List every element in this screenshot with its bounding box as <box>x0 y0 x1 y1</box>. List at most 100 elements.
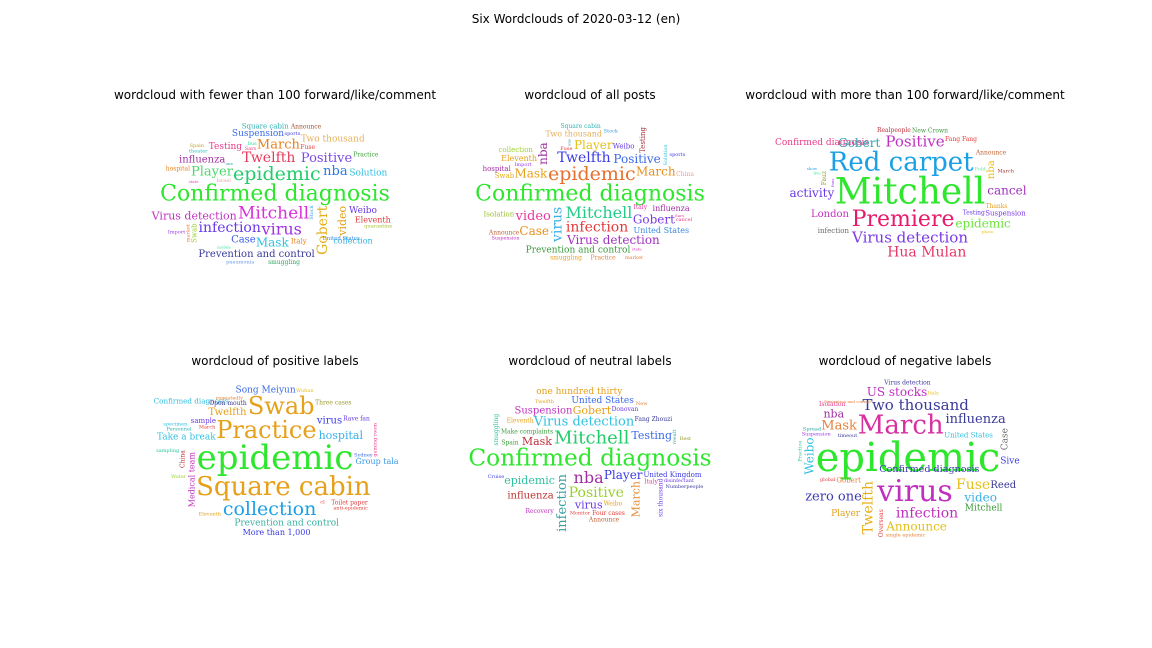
wordcloud-word: one hundred thirty <box>536 387 623 397</box>
wordcloud-word: Italy <box>633 204 647 211</box>
wordcloud-word: Wuhan <box>296 388 314 394</box>
wordcloud-word: London <box>811 209 850 220</box>
wordcloud-word: Isolation <box>819 401 846 408</box>
wordcloud-word: Spain <box>501 439 518 446</box>
wordcloud-word: Player <box>604 468 643 482</box>
wordcloud-word: Virus detection <box>566 233 660 247</box>
wordcloud-word: Case <box>1001 428 1011 450</box>
wordcloud-word: virus <box>261 220 302 239</box>
wordcloud-word: Reed <box>990 480 1016 491</box>
wordcloud-word: Water <box>171 474 187 480</box>
wordcloud-word: China <box>676 171 694 178</box>
wordcloud-word: disinfectant <box>664 478 694 484</box>
wordcloud-word: Eleventh <box>199 512 222 518</box>
wordcloud-word: collection <box>498 146 533 154</box>
wordcloud-word: Hua Mulan <box>887 245 966 261</box>
wordcloud-word: collection <box>333 236 372 245</box>
wordcloud-word: Mitchell <box>965 504 1003 514</box>
wordcloud-panel-neutral: wordcloud of neutral labels Confirmed di… <box>468 354 711 532</box>
wordcloud-word: More than 1,000 <box>243 528 311 537</box>
wordcloud-word: Italy <box>644 478 658 485</box>
wordcloud-word: Confirmed diagnosis <box>775 138 869 148</box>
wordcloud-word: Sars <box>245 146 257 152</box>
wordcloud-word: Sive <box>1000 457 1019 467</box>
wordcloud-word: Solution <box>663 144 669 166</box>
wordcloud-word: Virus detection <box>533 415 635 430</box>
wordcloud-word: United Kingdom <box>643 471 701 479</box>
wordcloud-word: Virus detection <box>851 228 968 246</box>
wordcloud-word: infection <box>896 506 958 522</box>
wordcloud-word: Practice <box>798 441 804 462</box>
wordcloud-word: nba <box>323 164 348 179</box>
wordcloud-word: state <box>189 179 200 184</box>
wordcloud-word: Gobert <box>633 212 675 226</box>
wordcloud-word: Twelfth <box>861 481 877 534</box>
wordcloud-word: Twelfth <box>557 150 610 166</box>
wordcloud-word: Mitchell <box>565 203 632 222</box>
wordcloud-word: Announce <box>290 124 322 131</box>
wordcloud-word: Weibo <box>613 143 635 151</box>
wordcloud-word: Suspension <box>515 405 574 416</box>
wordcloud-word: repeatedly <box>216 395 243 401</box>
wordcloud-word: show <box>807 166 818 171</box>
wordcloud-word: Case <box>231 234 256 245</box>
panel-title: wordcloud of negative labels <box>819 354 992 368</box>
wordcloud-word: pneumonia <box>226 259 254 265</box>
wordcloud-word: fans <box>830 179 835 188</box>
wordcloud-word: quarantine <box>364 224 392 230</box>
wordcloud-word: nba <box>823 407 844 420</box>
wordcloud-word: collection <box>223 498 317 520</box>
wordcloud-word: Mitchell <box>554 428 630 449</box>
wordcloud-word: video <box>963 491 997 505</box>
wordcloud-word: New Crown <box>912 128 948 135</box>
wordcloud-word: Rave fan <box>343 415 370 422</box>
wordcloud-word: Testing <box>631 429 672 442</box>
wordcloud-word: March <box>199 424 216 430</box>
wordcloud-word: Isolation <box>484 210 515 218</box>
wordcloud-word: Italy <box>927 390 939 396</box>
wordcloud-word: Prevention and control <box>234 518 339 528</box>
wordcloud-panel-more-than-100: wordcloud with more than 100 forward/lik… <box>745 88 1065 261</box>
wordcloud-word: Announce <box>975 149 1007 156</box>
wordcloud-word: Prevention and control <box>824 399 871 404</box>
wordcloud-word: Fuse <box>560 146 572 152</box>
wordcloud-word: Suspension <box>802 431 832 437</box>
panel-title: wordcloud of all posts <box>524 88 655 102</box>
wordcloud-word: nba <box>986 160 997 179</box>
wordcloud-word: Weibo <box>604 500 623 507</box>
wordcloud-word: Take a break <box>157 432 216 442</box>
wordcloud-word: Practice <box>216 416 316 444</box>
wordcloud-word: March <box>858 410 944 440</box>
wordcloud-word: Fold <box>975 166 987 172</box>
wordcloud-word: epidemic <box>548 163 636 185</box>
wordcloud-word: Confirmed diagnosis <box>879 464 979 475</box>
wordcloud-word: single epidemic <box>886 532 926 538</box>
wordcloud-word: March <box>257 138 301 153</box>
wordcloud-word: Gobert <box>836 477 861 485</box>
wordcloud-word: smuggling <box>550 255 582 262</box>
wordcloud-word: Prevention and control <box>198 249 314 260</box>
wordcloud-word: Two thousand <box>862 396 969 414</box>
wordcloud-word: virus <box>876 474 953 509</box>
wordcloud-word: Eleventh <box>507 417 534 424</box>
wordcloud-word: hospital <box>166 165 190 172</box>
wordcloud-word: Personnel <box>166 427 191 433</box>
wordcloud-word: global <box>820 477 836 483</box>
wordcloud-word: epidemic <box>955 216 1011 230</box>
wordcloud-panel-negative: wordcloud of negative labels epidemicvir… <box>798 354 1020 538</box>
wordcloud-word: Eleventh <box>355 215 391 224</box>
wordcloud-word: activity <box>790 186 835 200</box>
wordcloud-word: market <box>625 255 643 261</box>
wordcloud-word: state <box>632 247 643 252</box>
wordcloud-word: cancel <box>987 183 1026 197</box>
wordcloud-word: United States <box>571 396 634 406</box>
wordcloud-word: Practice <box>591 254 617 261</box>
wordcloud-word: sampling <box>156 448 180 454</box>
wordcloud-word: epidemic <box>504 474 555 487</box>
wordcloud-word: sports <box>670 152 686 158</box>
wordcloud-word: Testing <box>963 210 985 217</box>
wordcloud-word: Gobert <box>315 205 331 255</box>
